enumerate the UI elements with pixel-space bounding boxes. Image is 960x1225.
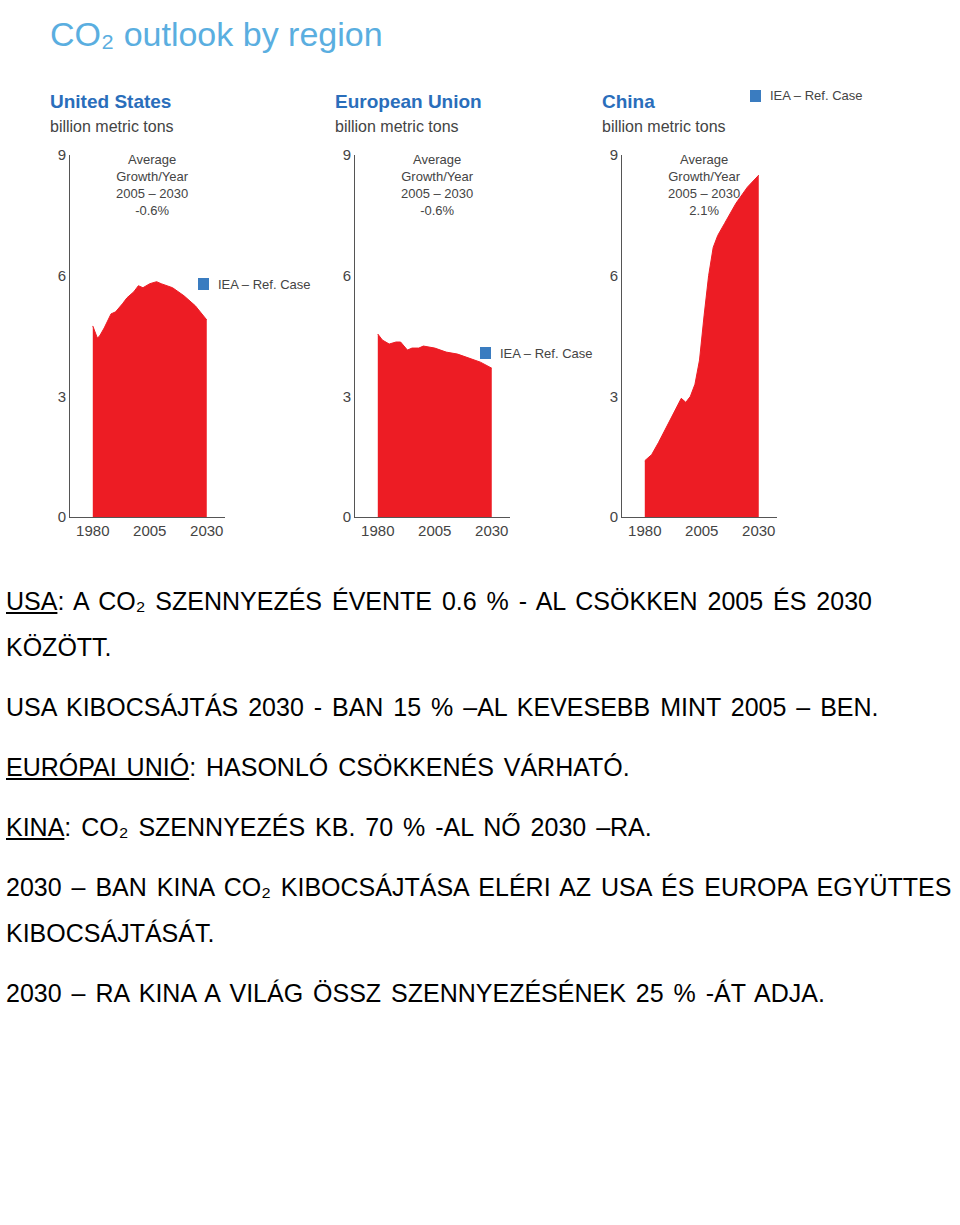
svg-text:2005: 2005	[418, 522, 451, 539]
svg-text:CO₂ outlook by region: CO₂ outlook by region	[50, 15, 383, 53]
svg-text:2005: 2005	[133, 522, 166, 539]
svg-text:IEA – Ref. Case: IEA – Ref. Case	[218, 277, 311, 292]
svg-text:0: 0	[610, 508, 618, 525]
svg-text:IEA – Ref. Case: IEA – Ref. Case	[770, 88, 863, 103]
svg-text:2030: 2030	[742, 522, 775, 539]
svg-text:3: 3	[343, 388, 351, 405]
svg-text:3: 3	[610, 388, 618, 405]
svg-text:3: 3	[58, 388, 66, 405]
svg-text:billion metric tons: billion metric tons	[335, 118, 459, 135]
svg-text:European Union: European Union	[335, 91, 482, 112]
svg-text:AverageGrowth/Year2005 – 2030-: AverageGrowth/Year2005 – 2030-0.6%	[401, 152, 474, 218]
svg-text:China: China	[602, 91, 655, 112]
svg-text:IEA – Ref. Case: IEA – Ref. Case	[500, 346, 593, 361]
html-text:USA KIBOCSÁJTÁS 2030 - BAN 15: USA KIBOCSÁJTÁS 2030 - BAN 15 % –AL KEVE…	[6, 693, 879, 721]
html-text:EURÓPAI UNIÓ: HASONLÓ CSÖKKENÉ: EURÓPAI UNIÓ: HASONLÓ CSÖKKENÉS VÁRHATÓ.	[6, 753, 630, 781]
html-text:2030 – RA KINA A VILÁG ÖSSZ SZ: 2030 – RA KINA A VILÁG ÖSSZ SZENNYEZÉSÉN…	[6, 979, 825, 1007]
svg-text:6: 6	[58, 267, 66, 284]
html-text:KINA: CO₂ SZENNYEZÉS KB. 70 %: KINA: CO₂ SZENNYEZÉS KB. 70 % -AL NŐ 203…	[6, 813, 652, 841]
svg-text:2005: 2005	[685, 522, 718, 539]
svg-text:0: 0	[58, 508, 66, 525]
svg-text:9: 9	[610, 146, 618, 163]
svg-text:9: 9	[58, 146, 66, 163]
svg-text:2030: 2030	[190, 522, 223, 539]
svg-text:United States: United States	[50, 91, 171, 112]
svg-text:1980: 1980	[361, 522, 394, 539]
svg-text:AverageGrowth/Year2005 – 2030-: AverageGrowth/Year2005 – 2030-0.6%	[116, 152, 189, 218]
svg-text:1980: 1980	[628, 522, 661, 539]
svg-text:billion metric tons: billion metric tons	[602, 118, 726, 135]
svg-text:AverageGrowth/Year2005 – 20302: AverageGrowth/Year2005 – 20302.1%	[668, 152, 741, 218]
html-text:USA: A CO₂ SZENNYEZÉS ÉVENTE 0: USA: A CO₂ SZENNYEZÉS ÉVENTE 0.6 % - AL …	[6, 587, 872, 661]
svg-text:1980: 1980	[76, 522, 109, 539]
svg-text:2030: 2030	[475, 522, 508, 539]
svg-text:0: 0	[343, 508, 351, 525]
svg-text:6: 6	[610, 267, 618, 284]
svg-text:6: 6	[343, 267, 351, 284]
html-text:2030 – BAN KINA CO₂ KIBOCSÁJTÁ: 2030 – BAN KINA CO₂ KIBOCSÁJTÁSA ELÉRI A…	[6, 873, 952, 947]
svg-text:billion metric tons: billion metric tons	[50, 118, 174, 135]
svg-text:9: 9	[343, 146, 351, 163]
